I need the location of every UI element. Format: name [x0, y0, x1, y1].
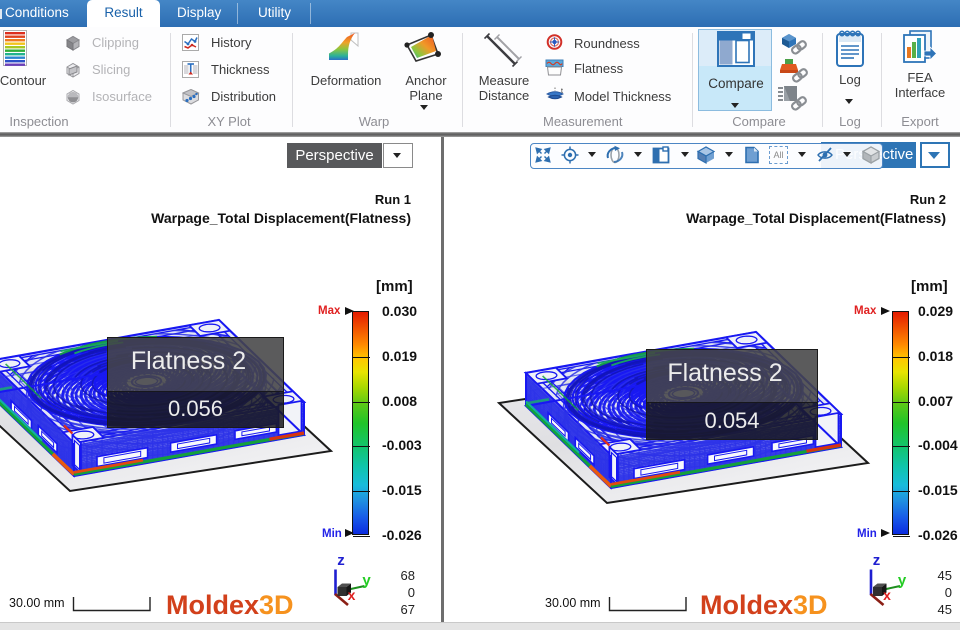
svg-text:t: t: [561, 88, 563, 95]
svg-text:x: x: [883, 587, 891, 603]
svg-text:y: y: [898, 572, 907, 589]
svg-text:z: z: [873, 552, 881, 569]
svg-text:z: z: [337, 552, 345, 569]
svg-text:x: x: [348, 587, 356, 603]
svg-text:y: y: [362, 572, 371, 589]
